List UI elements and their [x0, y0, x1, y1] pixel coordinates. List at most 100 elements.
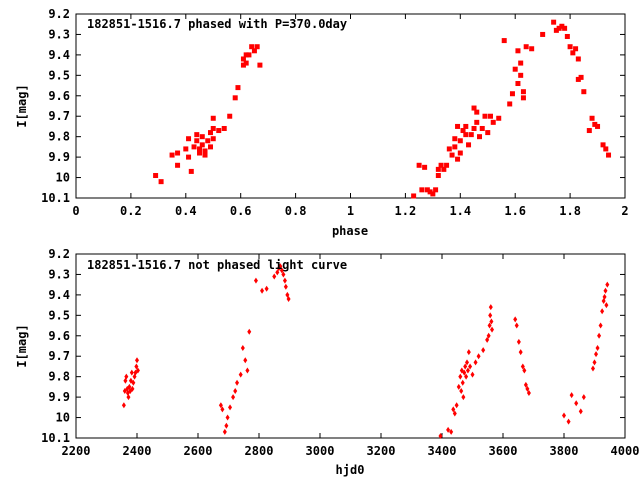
phased-data-point: [468, 132, 474, 138]
unphased-data-point: [459, 387, 464, 394]
unphased-y-tick-label: 9.5: [48, 308, 70, 322]
unphased-data-point: [466, 349, 471, 356]
unphased-data-point: [245, 367, 250, 374]
phased-data-point: [455, 123, 461, 129]
phased-data-point: [466, 142, 472, 148]
phased-data-point: [457, 150, 463, 156]
phased-data-point: [509, 91, 515, 97]
unphased-data-point: [574, 400, 579, 407]
unphased-data-point: [566, 418, 571, 425]
phased-data-point: [515, 81, 521, 87]
unphased-data-point: [590, 365, 595, 372]
phased-data-point: [191, 144, 197, 150]
phased-data-point: [243, 52, 249, 58]
unphased-y-tick-label: 9.9: [48, 390, 70, 404]
phased-data-point: [221, 125, 227, 131]
phased-data-point: [430, 191, 436, 197]
unphased-data-point: [238, 371, 243, 378]
phased-data-point: [507, 101, 513, 107]
unphased-data-point: [518, 349, 523, 356]
unphased-x-tick-label: 2600: [184, 444, 213, 458]
unphased-x-tick-label: 2400: [123, 444, 152, 458]
unphased-data-point: [513, 316, 518, 323]
phased-data-point: [515, 48, 521, 54]
phased-data-point: [523, 44, 529, 50]
unphased-data-point: [468, 363, 473, 370]
unphased-data-point: [286, 295, 291, 302]
phased-x-tick-label: 0.8: [285, 204, 307, 218]
unphased-data-point: [522, 367, 527, 374]
phased-data-point: [202, 152, 208, 158]
unphased-data-point: [456, 383, 461, 390]
phased-data-point: [210, 115, 216, 121]
phased-data-point: [452, 144, 458, 150]
phased-data-point: [199, 142, 205, 148]
phased-data-point: [243, 60, 249, 66]
unphased-data-point: [260, 287, 265, 294]
phased-x-tick-label: 1.8: [559, 204, 581, 218]
phased-data-point: [186, 136, 192, 142]
phased-y-axis-title: I[mag]: [15, 84, 29, 127]
unphased-data-points: [121, 263, 610, 439]
phased-data-point: [556, 25, 562, 31]
unphased-data-point: [225, 414, 230, 421]
unphased-data-point: [218, 402, 223, 409]
phased-data-point: [603, 146, 609, 152]
phased-y-tick-label: 9.4: [48, 48, 70, 62]
unphased-data-point: [525, 385, 530, 392]
unphased-data-point: [514, 322, 519, 329]
unphased-data-point: [451, 406, 456, 413]
unphased-x-tick-label: 3000: [306, 444, 335, 458]
phased-x-tick-label: 0.2: [120, 204, 142, 218]
unphased-data-point: [135, 367, 140, 374]
unphased-data-point: [465, 359, 470, 366]
unphased-x-tick-label: 3800: [550, 444, 579, 458]
unphased-data-point: [231, 394, 236, 401]
phased-data-point: [205, 138, 211, 144]
phased-x-tick-label: 2: [621, 204, 628, 218]
phased-data-point: [474, 119, 480, 125]
phased-data-point: [254, 44, 260, 50]
phased-data-point: [210, 125, 216, 131]
unphased-data-point: [476, 353, 481, 360]
phased-data-point: [202, 148, 208, 154]
phased-data-point: [452, 136, 458, 142]
unphased-data-point: [228, 404, 233, 411]
unphased-data-point: [272, 273, 277, 280]
unphased-data-point: [283, 283, 288, 290]
phased-data-point: [559, 23, 565, 29]
phased-data-point: [457, 138, 463, 144]
phased-x-tick-label: 1: [347, 204, 354, 218]
phased-data-point: [251, 48, 257, 54]
unphased-tick-labels: 2200 2400 2600 2800 3000 3200 3400 3600 3800 4000…: [41, 247, 639, 458]
unphased-data-point: [279, 267, 284, 274]
phased-data-point: [477, 134, 483, 140]
unphased-data-point: [224, 422, 229, 429]
phased-x-tick-label: 1.4: [449, 204, 471, 218]
unphased-data-point: [602, 293, 607, 300]
unphased-x-tick-label: 2200: [62, 444, 91, 458]
unphased-data-point: [449, 428, 454, 435]
unphased-data-point: [597, 332, 602, 339]
phased-data-point: [158, 179, 164, 185]
unphased-data-point: [600, 308, 605, 315]
phased-data-point: [438, 162, 444, 168]
phased-data-point: [197, 146, 203, 152]
unphased-x-tick-label: 3600: [489, 444, 518, 458]
unphased-y-tick-label: 9.6: [48, 329, 70, 343]
unphased-data-point: [281, 271, 286, 278]
unphased-y-tick-label: 9.2: [48, 247, 70, 261]
unphased-data-point: [578, 408, 583, 415]
phased-data-point: [586, 128, 592, 134]
unphased-data-point: [124, 373, 129, 380]
unphased-data-point: [487, 322, 492, 329]
unphased-y-tick-label: 9.7: [48, 349, 70, 363]
phased-x-axis-title: phase: [332, 224, 368, 238]
phased-data-point: [449, 152, 455, 158]
phased-data-point: [419, 187, 425, 193]
unphased-data-point: [458, 373, 463, 380]
phased-data-point: [520, 95, 526, 101]
phased-data-point: [240, 62, 246, 68]
phased-y-tick-label: 9.8: [48, 130, 70, 144]
